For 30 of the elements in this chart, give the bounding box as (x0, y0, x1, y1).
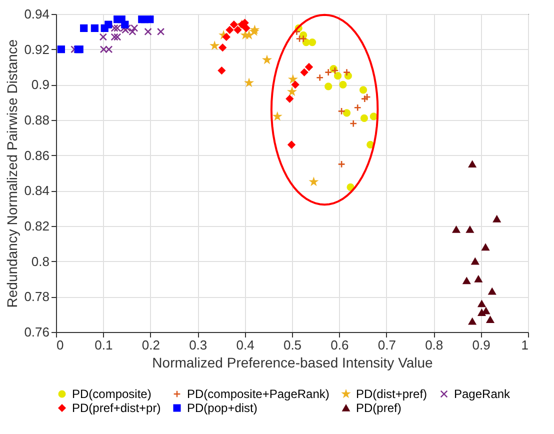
legend-label: PD(pref) (356, 401, 402, 415)
legend-label: PD(dist+pref) (356, 387, 428, 401)
x-tick-label: 0.7 (378, 338, 396, 352)
x-tick-label: 0.5 (283, 338, 302, 352)
y-tick-label: 0.94 (24, 6, 50, 22)
x-tick-label: 0.1 (94, 338, 113, 352)
x-tick-label: 0.6 (330, 338, 349, 352)
y-tick-label: 0.84 (24, 183, 50, 198)
y-tick-label: 0.8 (31, 254, 50, 269)
y-tick-label: 0.9 (31, 77, 50, 92)
legend-label: PD(pref+dist+pr) (72, 401, 161, 415)
y-tick-label: 0.76 (24, 324, 50, 340)
x-tick-label: 0.8 (425, 338, 444, 352)
x-tick-label: 1 (521, 338, 528, 352)
x-tick-label: 0.3 (189, 338, 208, 352)
y-tick-label: 0.92 (24, 42, 50, 57)
x-tick-label: 0.2 (142, 338, 160, 352)
x-axis-title: Normalized Preference-based Intensity Value (152, 354, 434, 370)
legend-label: PageRank (454, 387, 512, 401)
legend-label: PD(composite+PageRank) (187, 387, 330, 401)
y-tick-label: 0.86 (24, 148, 50, 163)
legend-label: PD(pop+dist) (187, 401, 258, 415)
x-tick-label: 0.9 (472, 338, 490, 352)
legend-label: PD(composite) (72, 387, 152, 401)
x-tick-label: 0 (56, 338, 64, 352)
y-tick-label: 0.88 (24, 112, 50, 128)
y-axis-title: Redundancy Normalized Pairwise Distance (4, 39, 20, 308)
y-tick-label: 0.78 (24, 289, 50, 304)
y-tick-label: 0.82 (24, 218, 50, 234)
x-tick-label: 0.4 (236, 338, 254, 352)
